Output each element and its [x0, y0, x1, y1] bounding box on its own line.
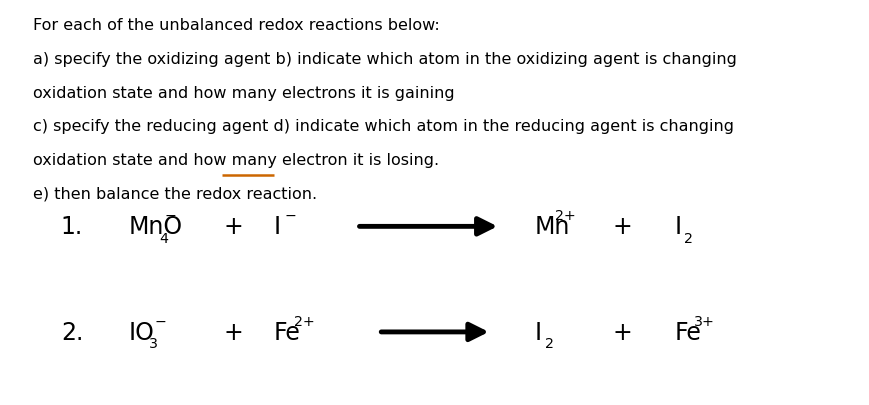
Text: 3+: 3+	[693, 314, 714, 328]
Text: 1.: 1.	[61, 215, 83, 239]
Text: 2+: 2+	[294, 314, 315, 328]
Text: −: −	[165, 209, 176, 222]
Text: +: +	[223, 215, 242, 239]
Text: Mn: Mn	[534, 215, 570, 239]
Text: +: +	[223, 320, 242, 344]
Text: 2: 2	[545, 337, 554, 350]
Text: IO: IO	[129, 320, 155, 344]
Text: oxidation state and how many electrons it is gaining: oxidation state and how many electrons i…	[33, 85, 454, 100]
Text: 2+: 2+	[554, 209, 575, 222]
Text: Fe: Fe	[274, 320, 301, 344]
Text: 2.: 2.	[61, 320, 83, 344]
Text: For each of the unbalanced redox reactions below:: For each of the unbalanced redox reactio…	[33, 18, 440, 33]
Text: I: I	[534, 320, 541, 344]
Text: MnO: MnO	[129, 215, 182, 239]
Text: I: I	[673, 215, 680, 239]
Text: +: +	[612, 215, 631, 239]
Text: oxidation state and how many electron it is losing.: oxidation state and how many electron it…	[33, 153, 439, 168]
Text: −: −	[155, 314, 167, 328]
Text: +: +	[612, 320, 631, 344]
Text: I: I	[274, 215, 281, 239]
Text: 2: 2	[684, 231, 693, 245]
Text: 3: 3	[149, 337, 157, 350]
Text: c) specify the reducing agent d) indicate which atom in the reducing agent is ch: c) specify the reducing agent d) indicat…	[33, 119, 733, 134]
Text: Fe: Fe	[673, 320, 700, 344]
Text: 4: 4	[159, 231, 168, 245]
Text: a) specify the oxidizing agent b) indicate which atom in the oxidizing agent is : a) specify the oxidizing agent b) indica…	[33, 52, 736, 67]
Text: −: −	[284, 209, 295, 222]
Text: e) then balance the redox reaction.: e) then balance the redox reaction.	[33, 186, 317, 201]
